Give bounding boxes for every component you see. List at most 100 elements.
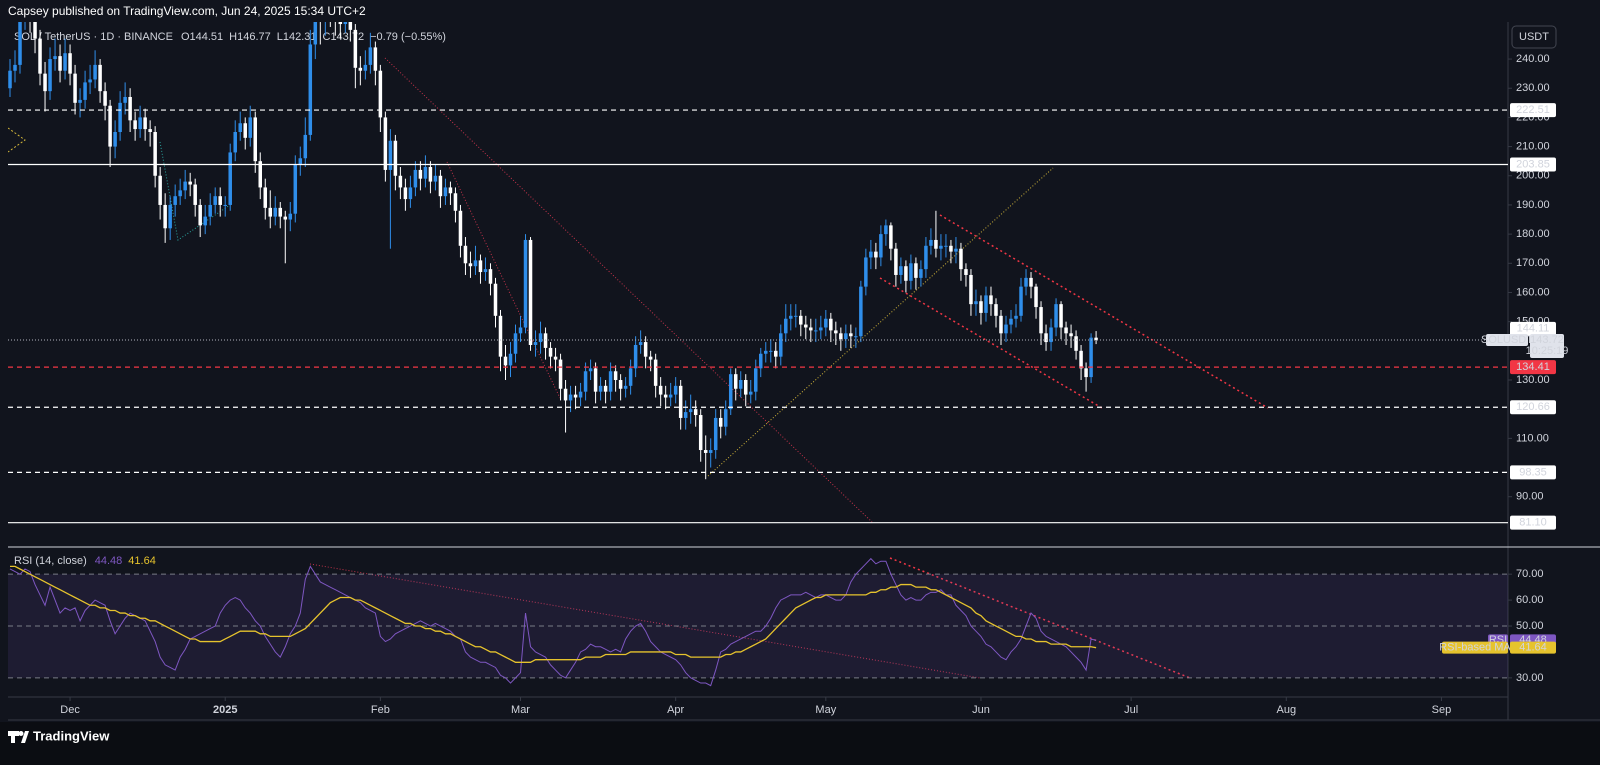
change: −0.79 (−0.55%) [370,31,446,43]
brand-name[interactable]: TradingView [33,728,110,743]
candle-body [108,105,112,147]
candle-body [553,356,558,360]
candle-body [58,56,62,71]
trend-line [309,563,981,679]
candle-body [98,64,102,92]
last-price-name: SOLUSDT [1481,334,1533,346]
candle-body [753,368,758,392]
candle-body [588,368,593,372]
candle-body [799,315,803,325]
price-level-label: 222.51 [1516,104,1550,116]
candle-body [288,213,293,220]
candle-body [378,70,383,118]
candle-body [268,207,273,217]
candle-body [683,412,688,418]
y-tick-label: 240.00 [1516,53,1550,65]
candle-body [944,245,948,247]
y-tick-label: 90.00 [1516,491,1544,503]
candle-body [774,350,778,357]
candle-body [964,269,968,275]
candle-body [403,187,408,200]
y-tick-label: 190.00 [1516,199,1550,211]
candle-body [583,371,588,392]
brand-logo[interactable]: TradingView [8,728,110,743]
candle-body [874,251,878,258]
candle-body [18,22,22,65]
candle-body [338,22,343,25]
candle-body [363,64,368,71]
unit-box[interactable] [1511,25,1557,49]
candle-body [633,344,638,369]
candle-body [458,210,463,246]
logo-mark[interactable] [11,736,15,743]
candle-body [408,187,413,200]
candle-body [834,330,838,334]
candle-body [653,359,658,386]
candle-body [809,327,813,331]
candle-body [939,245,943,249]
candle-body [433,175,438,182]
candle-body [603,385,608,392]
candle-body [413,169,418,188]
candle-body [618,380,623,389]
candle-body [839,333,843,340]
candle-body [1059,304,1063,328]
candle-body [914,263,918,278]
candle-body [854,336,858,338]
candle-body [353,29,358,68]
unit-label[interactable]: USDT [1519,31,1549,43]
candle-body [859,286,863,337]
price-level-tag [1510,400,1556,415]
y-tick-label: 170.00 [1516,257,1550,269]
series-name: RSI-based MA [1439,642,1511,654]
candle-body [769,350,773,352]
candle-body [253,117,257,162]
rsi-ma-value: 41.64 [128,555,156,567]
candle-body [1054,304,1058,328]
candle-body [358,67,363,71]
ohlc-high: H146.77 [229,31,271,43]
candle-body [568,394,573,401]
candle-body [573,394,578,398]
header-title: Capsey published on TradingView.com, Jun… [8,4,366,18]
y-tick-label: 160.00 [1516,286,1550,298]
candle-body [598,385,603,392]
candle-body [133,120,137,130]
candle-body [393,140,398,176]
candle-body [303,134,308,159]
candle-body [78,99,82,103]
trend-line [384,57,873,523]
trend-line [8,127,26,153]
candle-body [748,391,753,395]
candle-body [673,385,678,395]
price-legend: SOL / TetherUS · 1D · BINANCE O144.51 H146… [14,31,446,43]
candle-body [999,315,1003,334]
candle-body [53,56,57,60]
price-level-tag [1510,465,1556,480]
candle-body [273,207,278,217]
candle-body [1094,337,1098,340]
last-price-name-tag [1486,333,1528,346]
candle-body [43,73,47,92]
candle-body [849,333,853,337]
candle-body [143,117,147,130]
candle-body [508,353,513,366]
candle-body [889,225,893,249]
candle-body [158,175,162,205]
candle-body [994,304,998,316]
candle-body [418,169,423,179]
ohlc-low: L142.31 [277,31,317,43]
candle-body [824,318,828,328]
candle-body [628,368,633,386]
candle-body [443,187,448,197]
candle-body [733,374,738,389]
y-tick-label: 130.00 [1516,374,1550,386]
logo-mark[interactable] [21,731,29,743]
x-tick-label: 2025 [213,704,237,716]
candle-body [608,371,613,392]
candle-body [1034,286,1038,308]
candle-body [93,64,97,80]
candle-body [208,204,212,217]
logo-mark[interactable] [8,731,19,736]
logo-mark[interactable] [18,731,24,736]
